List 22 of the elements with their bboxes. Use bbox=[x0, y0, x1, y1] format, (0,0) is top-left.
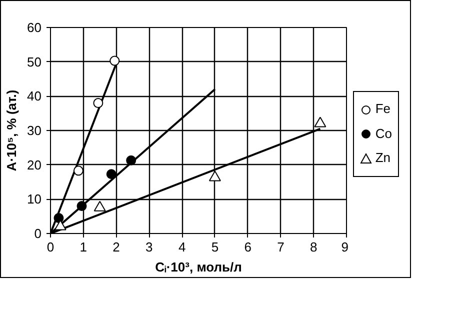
y-tick-label: 20 bbox=[27, 157, 42, 172]
x-tick-label: 8 bbox=[310, 240, 318, 254]
y-tick-label: 0 bbox=[34, 226, 42, 241]
legend-label: Co bbox=[375, 126, 392, 141]
legend-label: Zn bbox=[375, 150, 391, 166]
x-tick-label: 1 bbox=[80, 240, 88, 254]
y-tick-label: 30 bbox=[27, 123, 42, 138]
x-tick-label: 0 bbox=[46, 240, 54, 254]
legend-label: Fe bbox=[375, 101, 391, 116]
x-tick-label: 4 bbox=[178, 240, 186, 254]
x-tick-label: 5 bbox=[211, 240, 219, 254]
y-tick-label: 40 bbox=[27, 88, 42, 104]
y-tick-label: 50 bbox=[27, 54, 42, 70]
x-axis-title: Cᵢ·10³, моль/л bbox=[155, 260, 242, 274]
x-tick-label: 9 bbox=[341, 240, 349, 254]
y-tick-label: 60 bbox=[27, 20, 42, 35]
x-tick-label: 2 bbox=[112, 240, 120, 254]
x-tick-label: 7 bbox=[277, 240, 284, 254]
y-axis-title: A·10⁵, % (ат.) bbox=[4, 90, 20, 172]
x-tick-label: 6 bbox=[244, 240, 252, 254]
y-tick-label: 10 bbox=[27, 192, 42, 207]
x-tick-label: 3 bbox=[146, 240, 153, 254]
